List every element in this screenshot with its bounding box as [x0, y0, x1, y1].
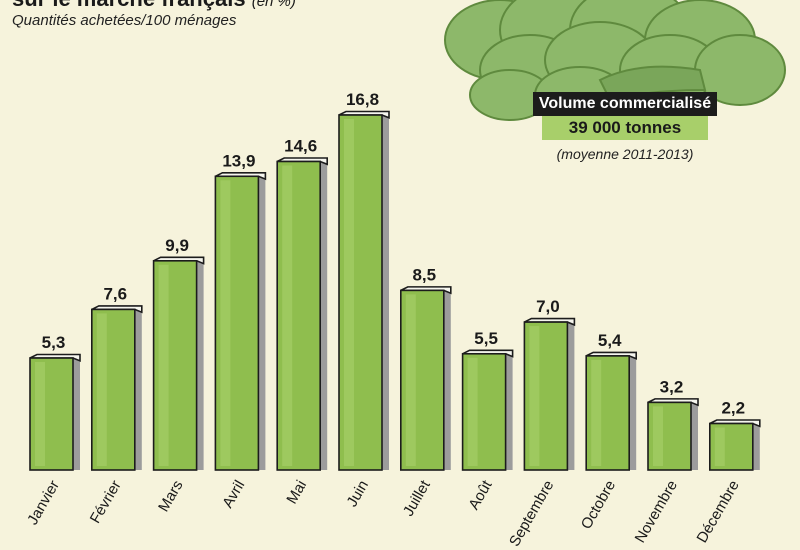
bar-shadow [567, 322, 575, 470]
volume-label: Volume commercialisé [532, 92, 718, 116]
x-tick-label: Décembre [693, 478, 742, 546]
value-label: 16,8 [346, 90, 379, 109]
bar-highlight [591, 359, 602, 466]
bar-highlight [96, 313, 107, 466]
bar-highlight [467, 357, 478, 466]
value-label: 9,9 [165, 236, 189, 255]
x-tick-label: Mars [155, 478, 186, 515]
artichoke-illustration [444, 0, 786, 124]
bar-highlight [405, 294, 416, 466]
value-label: 5,3 [42, 333, 66, 352]
value-label: 13,9 [222, 151, 255, 170]
bar-highlight [220, 180, 231, 466]
value-label: 8,5 [412, 265, 436, 284]
bar-shadow [258, 176, 266, 470]
value-label: 2,2 [721, 399, 745, 418]
x-tick-label: Juin [343, 478, 371, 510]
bar-highlight [158, 264, 169, 466]
bar-highlight [653, 406, 663, 466]
bar-shadow [73, 358, 80, 470]
x-tick-label: Septembre [506, 478, 557, 550]
x-axis-labels-group: Janvier Février Mars Avril Mai Juin Juillet Aoû… [24, 477, 743, 550]
bar-shadow [382, 115, 389, 470]
x-tick-label: Avril [219, 478, 248, 512]
value-label: 5,4 [598, 331, 622, 350]
chart-subtitle: Quantités achetées/100 ménages [12, 12, 237, 29]
bars-group [29, 110, 761, 471]
x-tick-label: Novembre [632, 478, 681, 546]
bar-shadow [320, 161, 328, 470]
x-tick-label: Août [465, 477, 496, 513]
bar-shadow [505, 353, 513, 470]
chart-title-text: sur le marché français [12, 0, 246, 11]
bar-shadow [691, 402, 698, 470]
value-label: 14,6 [284, 136, 317, 155]
bar-highlight [714, 427, 725, 466]
bar-shadow [443, 290, 451, 470]
volume-period: (moyenne 2011-2013) [556, 146, 694, 162]
bar-shadow [752, 423, 760, 470]
value-label: 3,2 [660, 377, 684, 396]
bar-shadow [134, 309, 142, 470]
volume-callout: Volume commercialisé 39 000 tonnes (moye… [527, 92, 723, 162]
chart-title-unit: (en %) [251, 0, 296, 10]
bar-shadow [629, 355, 637, 470]
volume-value: 39 000 tonnes [542, 116, 708, 140]
x-tick-label: Mai [283, 478, 310, 507]
bar-shadow [196, 260, 204, 470]
x-tick-label: Octobre [578, 478, 619, 533]
bar-highlight [35, 362, 45, 466]
value-label: 7,0 [536, 297, 560, 316]
value-label: 5,5 [474, 329, 498, 348]
x-tick-label: Janvier [24, 478, 63, 528]
value-label: 7,6 [103, 284, 127, 303]
x-tick-label: Février [87, 477, 125, 526]
bar-highlight [344, 119, 354, 466]
bar-highlight [282, 165, 293, 466]
x-tick-label: Juillet [400, 477, 434, 519]
chart-title: sur le marché français (en %) [12, 0, 296, 12]
value-labels-group: 5,3 7,6 9,9 13,9 14,6 16,8 8,5 5,5 7,0 5,4 3,2 2,2 [42, 90, 745, 418]
bar-highlight [529, 326, 540, 466]
